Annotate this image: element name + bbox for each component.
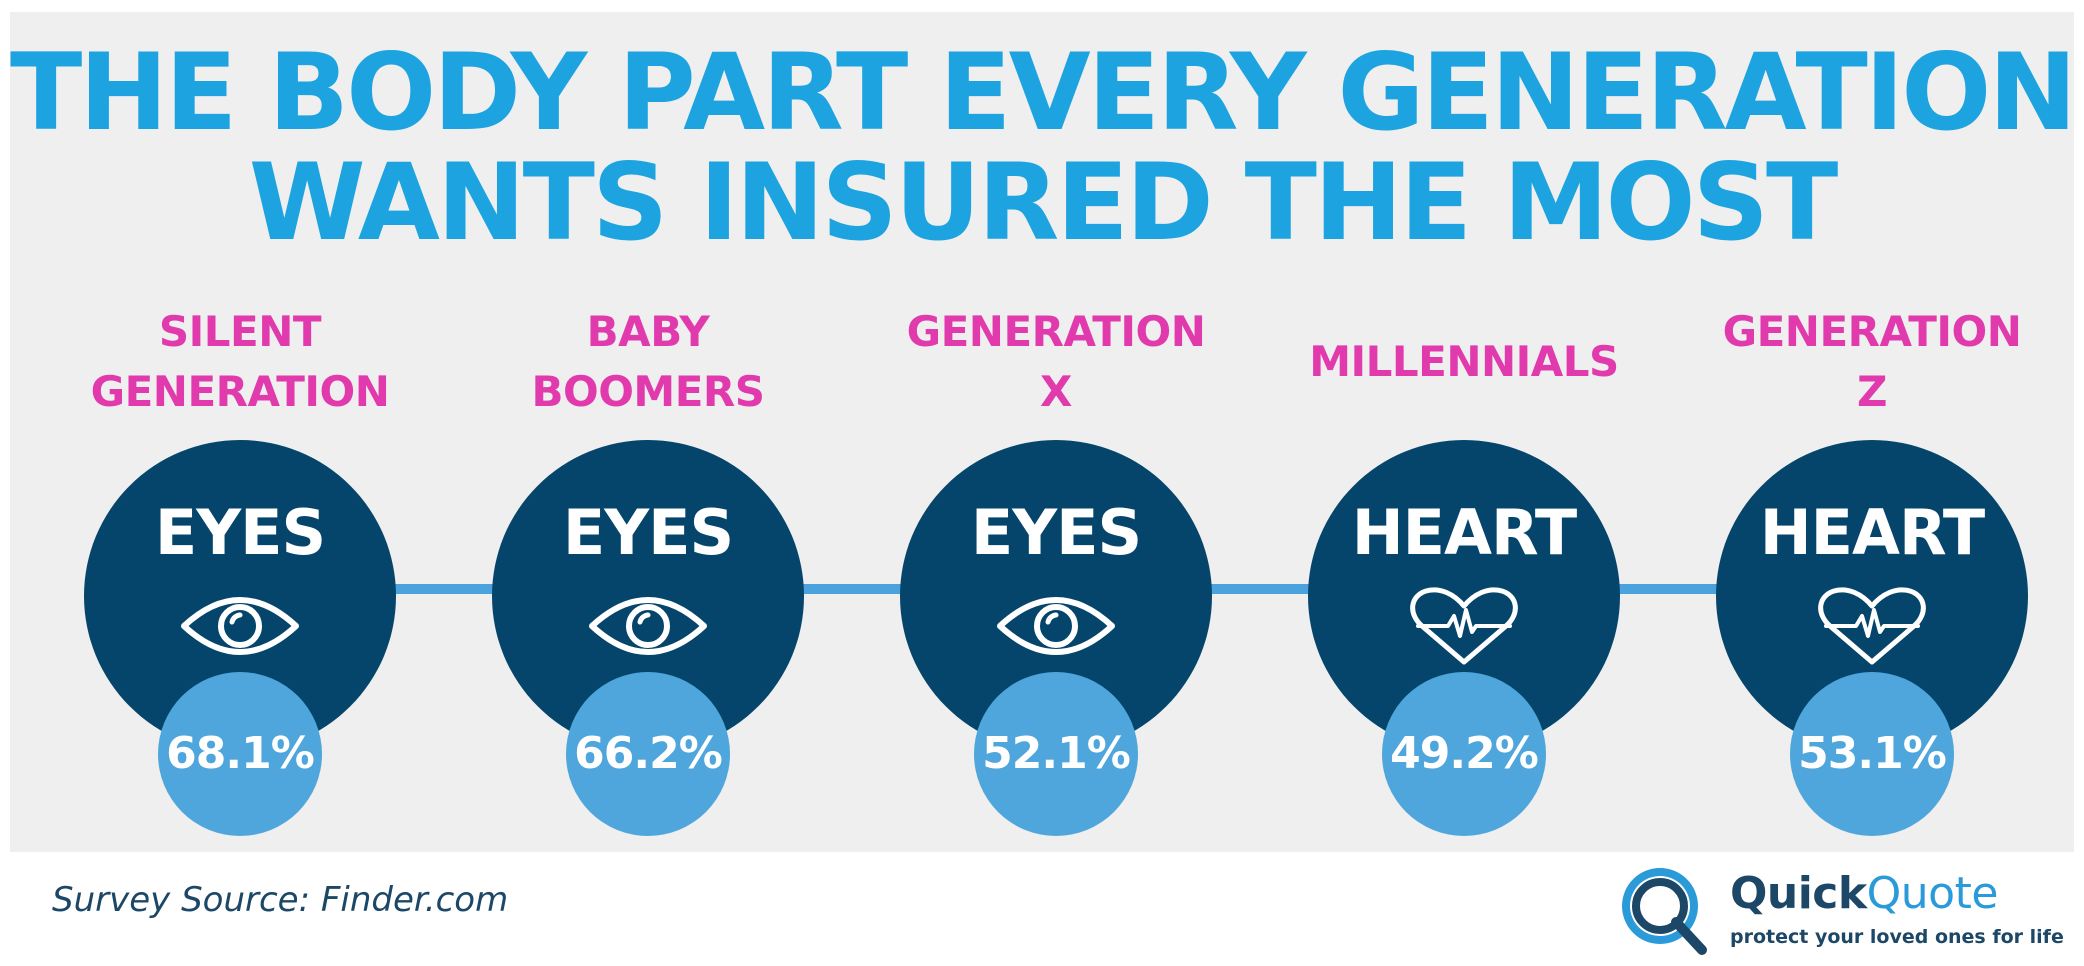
percent-circle-baby-boomers: 66.2% (566, 672, 730, 836)
page-title-line-2: WANTS INSURED THE MOST (248, 141, 1839, 264)
body-part-label: HEART (1351, 496, 1577, 569)
percent-value: 66.2% (574, 728, 723, 779)
brand-tagline: protect your loved ones for life (1730, 926, 2064, 948)
brand-name-part-1: Quick (1730, 868, 1867, 919)
generation-label-line-1: MILLENNIALS (1309, 337, 1619, 386)
generation-label-line-2: GENERATION (90, 367, 390, 416)
percent-circle-generation-x: 52.1% (974, 672, 1138, 836)
eye-icon (181, 597, 299, 655)
brand-name-part-2: Quote (1866, 868, 1999, 919)
magnifier-q-icon (1622, 868, 1707, 955)
eye-icon (997, 597, 1115, 655)
brand-name: QuickQuote (1730, 868, 1998, 919)
percent-value: 68.1% (166, 728, 315, 779)
quickquote-logo: QuickQuote protect your loved ones for l… (1616, 862, 2064, 958)
body-part-label: EYES (562, 496, 734, 569)
generation-label-line-1: BABY (586, 307, 710, 356)
generation-label-line-2: BOOMERS (531, 367, 766, 416)
generation-label-line-2: X (1040, 367, 1072, 416)
generation-label-line-2: Z (1857, 367, 1887, 416)
percent-circle-silent: 68.1% (158, 672, 322, 836)
generation-label-line-1: GENERATION (1722, 307, 2022, 356)
body-part-label: HEART (1759, 496, 1985, 569)
percent-circle-millennials: 49.2% (1382, 672, 1546, 836)
body-part-label: EYES (970, 496, 1142, 569)
eye-icon (589, 597, 707, 655)
heart-pulse-icon (1818, 587, 1926, 665)
generation-label-silent: SILENT GENERATION (40, 302, 440, 422)
generation-label-baby-boomers: BABY BOOMERS (448, 302, 848, 422)
generation-label-generation-x: GENERATION X (856, 302, 1256, 422)
generation-label-generation-z: GENERATION Z (1672, 302, 2072, 422)
body-part-label: EYES (154, 496, 326, 569)
page-title-line-1: THE BODY PART EVERY GENERATION (9, 31, 2077, 154)
percent-value: 52.1% (982, 728, 1131, 779)
percent-circle-generation-z: 53.1% (1790, 672, 1954, 836)
generation-label-line-1: GENERATION (906, 307, 1206, 356)
generation-label-line-1: SILENT (158, 307, 322, 356)
heart-pulse-icon (1410, 587, 1518, 665)
percent-value: 53.1% (1798, 728, 1947, 779)
survey-source: Survey Source: Finder.com (52, 880, 509, 920)
generation-label-millennials: MILLENNIALS (1264, 332, 1664, 392)
percent-value: 49.2% (1390, 728, 1539, 779)
